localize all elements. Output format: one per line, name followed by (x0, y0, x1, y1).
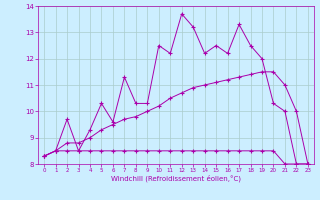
X-axis label: Windchill (Refroidissement éolien,°C): Windchill (Refroidissement éolien,°C) (111, 175, 241, 182)
